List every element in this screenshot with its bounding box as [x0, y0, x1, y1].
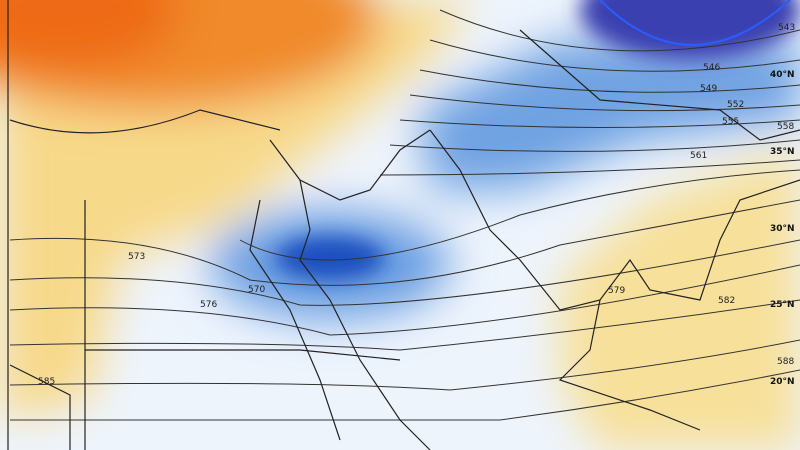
contour-label: 558	[777, 122, 794, 132]
latitude-label: 20°N	[770, 377, 795, 387]
latitude-label: 30°N	[770, 224, 795, 234]
contour-label: 582	[718, 296, 735, 306]
contour-label: 561	[690, 151, 707, 161]
latitude-labels: 40°N 35°N 30°N 25°N 20°N	[770, 70, 795, 387]
contour-label: 576	[200, 300, 217, 310]
contour-labels: 543 546 549 552 555 558 561 570 573 576 …	[38, 23, 795, 387]
contour-label: 573	[128, 252, 145, 262]
contour-label: 579	[608, 286, 625, 296]
contour-label: 543	[778, 23, 795, 33]
contour-label: 570	[248, 285, 265, 295]
contour-label: 546	[703, 63, 720, 73]
contour-label: 585	[38, 377, 55, 387]
contour-low	[599, 0, 791, 46]
contour-lines	[9, 9, 800, 421]
latitude-label: 35°N	[770, 147, 795, 157]
contour-label: 588	[777, 357, 794, 367]
contour-label: 555	[722, 117, 739, 127]
latitude-label: 25°N	[770, 300, 795, 310]
contour-label: 552	[727, 100, 744, 110]
contour-label: 549	[700, 84, 717, 94]
coastlines-borders	[7, 0, 800, 450]
latitude-label: 40°N	[770, 70, 795, 80]
